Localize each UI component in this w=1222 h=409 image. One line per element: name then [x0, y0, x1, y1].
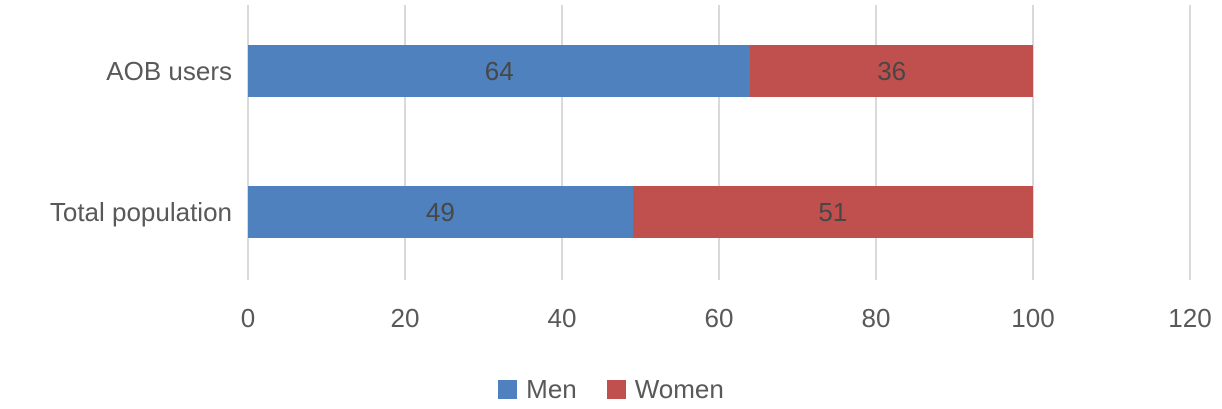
gridline	[404, 5, 406, 280]
x-tick-label: 100	[1011, 303, 1055, 333]
legend-item-women: Women	[606, 374, 724, 405]
gridline	[1031, 5, 1034, 280]
x-tick-label: 20	[390, 303, 420, 333]
men-swatch-icon	[498, 380, 518, 399]
gridline	[1189, 5, 1191, 280]
bar-segment-men: 49	[248, 186, 633, 238]
bar-segment-men: 64	[248, 45, 751, 97]
category-label-aob-users: AOB users	[106, 56, 232, 86]
x-tick-label: 80	[861, 303, 891, 333]
legend: Men Women	[0, 374, 1222, 405]
data-label: 49	[425, 196, 455, 227]
bar-row-aob-users: 64 36	[248, 45, 1190, 97]
legend-label: Men	[526, 374, 577, 404]
x-tick-label: 120	[1168, 303, 1212, 333]
x-tick-label: 0	[240, 303, 256, 333]
legend-item-men: Men	[498, 374, 577, 405]
bar-segment-women: 36	[750, 45, 1033, 97]
gridline	[875, 5, 877, 280]
category-label-total-population: Total population	[49, 197, 232, 227]
data-label: 64	[484, 55, 514, 86]
bar-segment-women: 51	[632, 186, 1033, 238]
gridline	[247, 5, 249, 280]
data-label: 51	[818, 196, 848, 227]
plot-area: 64 36 49 51	[247, 5, 1191, 280]
data-label: 36	[877, 55, 907, 86]
women-swatch-icon	[606, 380, 626, 399]
gridline	[560, 5, 563, 280]
bar-row-total-population: 49 51	[248, 186, 1190, 238]
x-tick-label: 60	[704, 303, 734, 333]
legend-label: Women	[634, 374, 724, 404]
gridline	[718, 5, 720, 280]
x-axis: 0 20 40 60 80 100 120	[241, 303, 1212, 343]
x-tick-label: 40	[547, 303, 577, 333]
